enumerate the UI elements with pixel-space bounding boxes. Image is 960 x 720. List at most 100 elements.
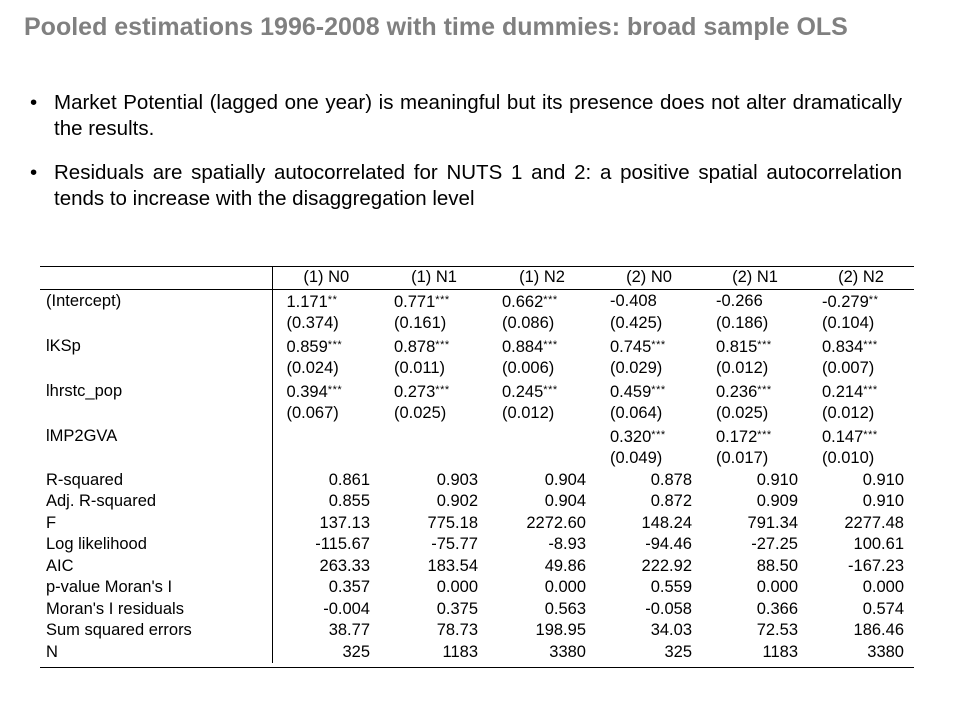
cell-value: 0.662 xyxy=(502,292,544,311)
table-cell: 0.000 xyxy=(862,578,904,596)
table-cell: (0.012) xyxy=(702,358,808,380)
table-cell: 148.24 xyxy=(641,513,692,532)
table-cell: 0.745*** xyxy=(596,335,702,359)
table-cell: -0.058 xyxy=(645,599,692,618)
table-cell: (0.010) xyxy=(808,448,914,470)
table-cell: 0.245*** xyxy=(488,380,596,404)
table-cell: 0.236*** xyxy=(702,380,808,404)
table-row: Sum squared errors 38.77 78.73 198.95 34.03 7… xyxy=(40,620,914,642)
cell-value: (0.024) xyxy=(286,359,339,377)
table-cell: (0.012) xyxy=(488,403,596,425)
cell-value: -0.279 xyxy=(822,292,869,311)
table-cell: (0.017) xyxy=(702,448,808,470)
cell-value: (0.006) xyxy=(502,359,555,377)
table-cell: 38.77 xyxy=(271,620,380,642)
table-row: p-value Moran's I 0.357 0.000 0.000 0.559 0.0… xyxy=(40,577,914,599)
significance-stars: *** xyxy=(651,428,666,441)
cell-value: (0.064) xyxy=(610,404,663,422)
cell-value: (0.012) xyxy=(822,404,875,422)
table-cell: 0.902 xyxy=(436,492,478,510)
table-cell: 0.903 xyxy=(436,470,478,489)
table-row: (0.049) (0.017) (0.010) xyxy=(40,448,914,470)
cell-value: 0.236 xyxy=(716,382,758,401)
table-cell: (0.007) xyxy=(808,358,914,380)
row-label: lMP2GVA xyxy=(46,426,118,445)
significance-stars: *** xyxy=(651,383,666,396)
cell-value: (0.161) xyxy=(394,314,447,332)
cell-value: (0.025) xyxy=(394,404,447,422)
cell-value: 0.214 xyxy=(822,382,864,401)
table-cell: 0.394*** xyxy=(271,379,380,403)
table-cell: 34.03 xyxy=(650,621,692,639)
significance-stars: *** xyxy=(651,338,666,351)
column-header: (2) N0 xyxy=(596,267,702,290)
table-cell: (0.029) xyxy=(596,358,702,380)
table-row: (0.024) (0.011) (0.006) (0.029) (0.012) (0.00… xyxy=(40,358,914,380)
significance-stars: *** xyxy=(757,428,772,441)
table-cell: 0.459*** xyxy=(596,380,702,404)
table-cell: (0.161) xyxy=(380,313,488,335)
table-row: N 325 1183 3380 325 1183 3380 xyxy=(40,641,914,663)
table-cell: 0.878 xyxy=(650,470,692,489)
table-cell: 2272.60 xyxy=(526,513,586,532)
cell-value: 0.878 xyxy=(394,337,436,356)
cell-value: 0.172 xyxy=(716,427,758,446)
row-label: R-squared xyxy=(46,470,124,489)
bullet-item: Residuals are spatially autocorrelated f… xyxy=(30,160,902,212)
table-cell: (0.025) xyxy=(380,403,488,425)
table-cell: 0.909 xyxy=(756,492,798,510)
table-cell: 0.273*** xyxy=(380,380,488,404)
row-label: Sum squared errors xyxy=(46,621,192,639)
table-cell: 0.320*** xyxy=(596,425,702,449)
table-row: lMP2GVA 0.320*** 0.172*** 0.147*** xyxy=(40,424,914,449)
table-cell: -8.93 xyxy=(548,535,586,553)
table-cell: 1183 xyxy=(762,642,798,661)
table-cell: 0.910 xyxy=(862,470,904,489)
row-label: Log likelihood xyxy=(46,535,147,553)
significance-stars: *** xyxy=(435,293,450,306)
table-cell: 0.172*** xyxy=(702,425,808,449)
table-cell: 0.910 xyxy=(862,492,904,510)
cell-value: -0.266 xyxy=(716,291,763,310)
cell-value: (0.186) xyxy=(716,314,769,332)
row-label: p-value Moran's I xyxy=(46,578,173,596)
table-cell: -115.67 xyxy=(271,534,380,556)
row-label xyxy=(40,403,272,425)
table-cell xyxy=(488,425,596,449)
regression-table-container: (1) N0 (1) N1 (1) N2 (2) N0 (2) N1 (2) N… xyxy=(40,266,914,668)
significance-stars: ** xyxy=(868,293,879,306)
table-row: (0.374) (0.161) (0.086) (0.425) (0.186) (0.10… xyxy=(40,313,914,335)
table-cell: 186.46 xyxy=(853,621,904,639)
table-cell: -0.004 xyxy=(271,598,380,620)
table-cell: 0.662*** xyxy=(488,289,596,313)
table-cell: 137.13 xyxy=(271,512,380,534)
table-row: Moran's I residuals -0.004 0.375 0.563 -0.05… xyxy=(40,598,914,620)
table-cell: 0.904 xyxy=(544,492,586,510)
table-cell: (0.067) xyxy=(271,403,380,425)
significance-stars: *** xyxy=(543,338,558,351)
cell-value: 0.273 xyxy=(394,382,436,401)
cell-value: 0.745 xyxy=(610,337,652,356)
table-cell xyxy=(380,425,488,449)
table-cell: 0.375 xyxy=(436,599,478,618)
cell-value: (0.029) xyxy=(610,359,663,377)
table-cell: (0.006) xyxy=(488,358,596,380)
table-cell: 0.147*** xyxy=(808,425,914,449)
table-cell: 3380 xyxy=(867,642,904,661)
row-label xyxy=(40,448,272,470)
table-cell: 0.771*** xyxy=(380,289,488,313)
row-label: AIC xyxy=(46,556,74,575)
significance-stars: *** xyxy=(863,428,878,441)
cell-value: (0.007) xyxy=(822,359,875,377)
table-cell: 72.53 xyxy=(756,621,798,639)
row-label: Moran's I residuals xyxy=(46,599,184,618)
table-cell: 0.214*** xyxy=(808,380,914,404)
row-label xyxy=(40,313,272,335)
table-cell: 0.872 xyxy=(650,492,692,510)
table-cell: (0.024) xyxy=(271,358,380,380)
cell-value: 0.815 xyxy=(716,337,758,356)
table-cell: 198.95 xyxy=(535,621,586,639)
table-cell: (0.425) xyxy=(596,313,702,335)
table-header-row: (1) N0 (1) N1 (1) N2 (2) N0 (2) N1 (2) N… xyxy=(40,267,914,290)
table-row: AIC 263.33 183.54 49.86 222.92 88.50 -167.23 xyxy=(40,555,914,577)
